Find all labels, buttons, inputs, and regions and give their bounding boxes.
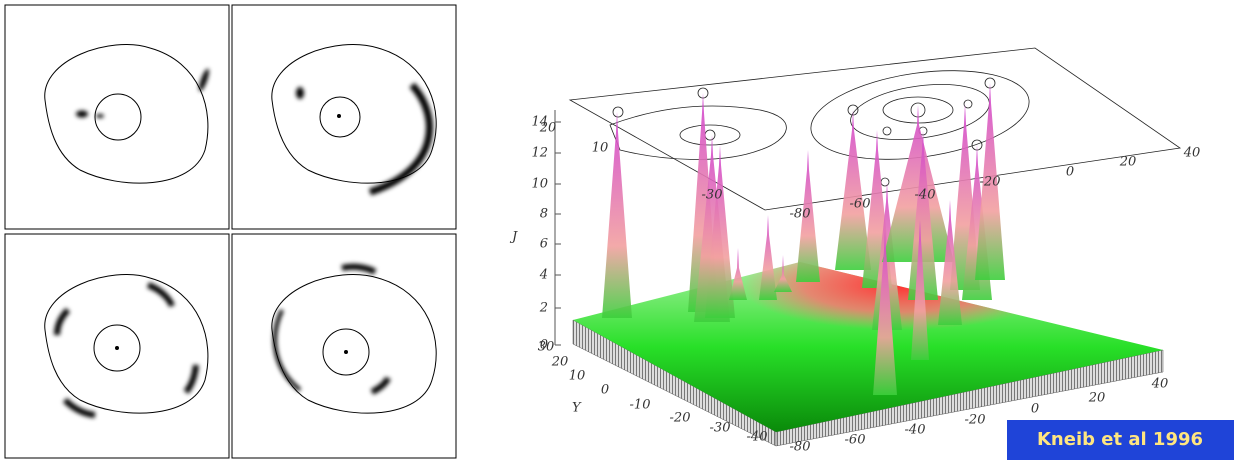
tick-label: -20 xyxy=(980,175,1001,190)
tick-label: -80 xyxy=(790,440,811,455)
spike xyxy=(975,83,1005,280)
tick-label: -60 xyxy=(845,433,866,448)
tick-label: 40 xyxy=(1183,146,1201,161)
spike xyxy=(729,248,747,300)
tick-label: -30 xyxy=(710,421,731,436)
side-face xyxy=(775,349,1164,447)
tick-label: 0 xyxy=(540,338,548,353)
spike xyxy=(602,112,632,318)
panel xyxy=(4,4,230,230)
tick-label: 10 xyxy=(531,177,548,192)
spike xyxy=(911,220,929,360)
tick-label: 8 xyxy=(540,207,548,222)
tick-label: 0 xyxy=(601,383,609,398)
spike xyxy=(774,255,792,292)
panel xyxy=(231,233,457,459)
spike xyxy=(796,150,820,282)
spike xyxy=(705,145,735,318)
tick-label: -40 xyxy=(747,430,768,445)
caption: Kneib et al 1996 xyxy=(1037,429,1203,450)
tick-label: -40 xyxy=(905,423,926,438)
spike xyxy=(882,105,954,262)
tick-label: 10 xyxy=(569,369,586,384)
tick-label: 6 xyxy=(540,237,548,252)
tick-label: 30 xyxy=(538,340,555,355)
panel xyxy=(4,233,230,459)
tick-label: 12 xyxy=(531,146,548,161)
z-axis-label: J xyxy=(509,230,518,245)
tick-label: 40 xyxy=(1151,377,1169,392)
tick-label: -20 xyxy=(670,411,691,426)
tick-label: -80 xyxy=(790,207,811,222)
tick-label: -60 xyxy=(850,197,871,212)
spike xyxy=(938,200,962,325)
tick-label: 20 xyxy=(1088,391,1106,406)
tick-label: -30 xyxy=(702,188,723,203)
tick-label: -10 xyxy=(630,398,651,413)
tick-label: 2 xyxy=(539,301,548,316)
spike xyxy=(759,215,777,300)
tick-label: 0 xyxy=(1066,165,1074,180)
spike xyxy=(908,131,938,300)
spike xyxy=(873,230,897,395)
lensing-panels xyxy=(4,4,457,459)
tick-label: 4 xyxy=(539,268,548,283)
panel xyxy=(231,4,457,230)
tick-label: 14 xyxy=(531,115,548,130)
tick-label: 10 xyxy=(592,141,609,156)
tick-label: -20 xyxy=(965,413,986,428)
tick-label: 20 xyxy=(551,355,569,370)
tick-label: 0 xyxy=(1031,402,1039,417)
caption-box xyxy=(1007,420,1234,460)
tick-label: 20 xyxy=(539,121,557,136)
tick-label: 20 xyxy=(1119,155,1137,170)
tick-label: -40 xyxy=(915,188,936,203)
y-axis-label: Y xyxy=(572,401,582,416)
spikes xyxy=(602,83,1005,395)
spike xyxy=(835,110,871,270)
